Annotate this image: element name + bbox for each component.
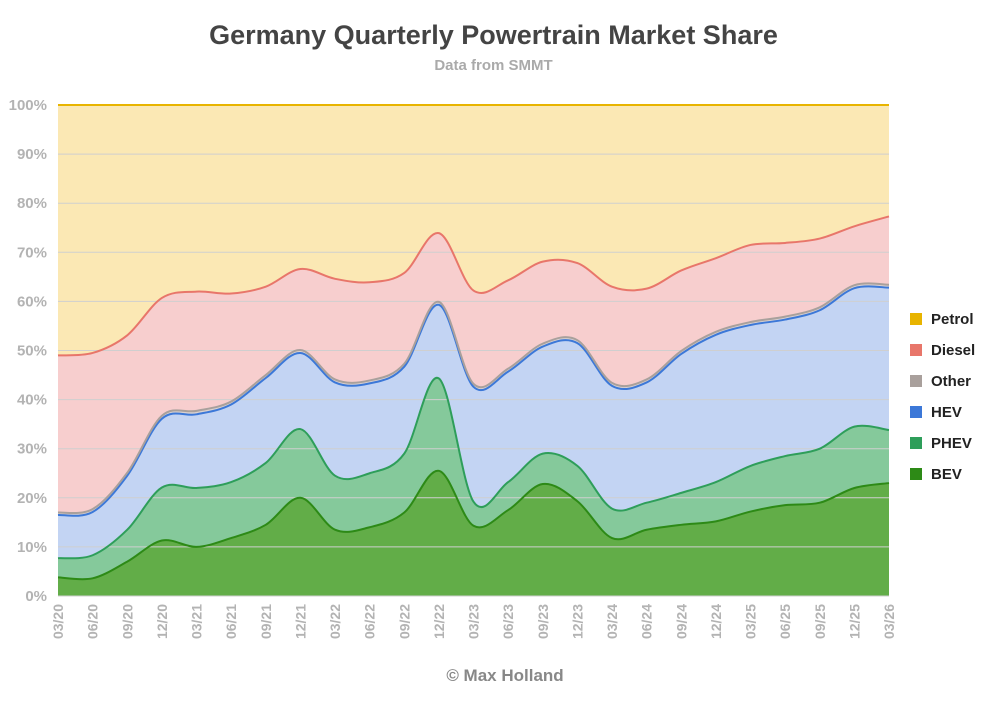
line-phev <box>57 377 890 560</box>
x-tick-label: 06/20 <box>85 604 101 639</box>
x-tick-label: 09/23 <box>535 604 551 639</box>
y-tick-label: 0% <box>25 588 47 605</box>
legend-item-petrol[interactable]: Petrol <box>910 311 974 328</box>
y-tick-label: 90% <box>17 146 47 163</box>
y-tick-label: 10% <box>17 539 47 556</box>
legend[interactable]: Petrol Diesel Other HEV PHEV BEV <box>910 311 975 483</box>
y-tick-label: 80% <box>17 195 47 212</box>
legend-item-hev[interactable]: HEV <box>910 404 962 421</box>
x-tick-label: 03/23 <box>466 604 482 639</box>
area-diesel <box>58 216 889 514</box>
x-tick-label: 09/22 <box>396 604 412 639</box>
y-axis: 0% 10% 20% 30% 40% 50% 60% 70% 80% 90% 100% <box>9 97 47 605</box>
y-tick-label: 70% <box>17 244 47 261</box>
legend-label: BEV <box>931 466 962 483</box>
y-tick-label: 100% <box>9 97 47 114</box>
legend-item-other[interactable]: Other <box>910 373 971 390</box>
legend-item-diesel[interactable]: Diesel <box>910 342 975 359</box>
area-petrol <box>58 105 889 356</box>
x-tick-label: 09/20 <box>119 604 135 639</box>
x-tick-label: 03/24 <box>604 604 620 639</box>
x-tick-label: 12/20 <box>154 604 170 639</box>
x-tick-label: 09/21 <box>258 604 274 639</box>
chart-subtitle: Data from SMMT <box>434 57 553 74</box>
x-tick-label: 06/22 <box>362 604 378 639</box>
x-tick-label: 03/20 <box>50 604 66 639</box>
x-tick-label: 12/24 <box>708 604 724 639</box>
legend-swatch <box>910 313 922 325</box>
line-hev <box>57 285 890 517</box>
x-axis: 03/20 06/20 09/20 12/20 03/21 06/21 09/21 12/21… <box>50 604 897 639</box>
legend-label: HEV <box>931 404 962 421</box>
legend-swatch <box>910 437 922 449</box>
line-diesel <box>57 215 890 357</box>
x-tick-label: 12/21 <box>292 604 308 639</box>
line-bev <box>57 469 890 581</box>
legend-label: Other <box>931 373 971 390</box>
legend-item-phev[interactable]: PHEV <box>910 435 972 452</box>
chart-title: Germany Quarterly Powertrain Market Shar… <box>209 20 778 50</box>
x-tick-label: 12/22 <box>431 604 447 639</box>
x-tick-label: 09/25 <box>812 604 828 639</box>
legend-swatch <box>910 375 922 387</box>
x-tick-label: 06/21 <box>223 604 239 639</box>
x-tick-label: 03/21 <box>189 604 205 639</box>
x-tick-label: 03/22 <box>327 604 343 639</box>
y-tick-label: 30% <box>17 441 47 458</box>
x-tick-label: 06/23 <box>500 604 516 639</box>
legend-swatch <box>910 406 922 418</box>
series-lines <box>57 104 890 597</box>
y-tick-label: 20% <box>17 490 47 507</box>
legend-swatch <box>910 344 922 356</box>
x-tick-label: 03/25 <box>743 604 759 639</box>
legend-item-bev[interactable]: BEV <box>910 466 962 483</box>
legend-swatch <box>910 468 922 480</box>
x-tick-label: 12/23 <box>569 604 585 639</box>
legend-label: PHEV <box>931 435 972 452</box>
x-tick-label: 12/25 <box>846 604 862 639</box>
area-bev <box>58 470 889 596</box>
y-tick-label: 60% <box>17 293 47 310</box>
credit-text: © Max Holland <box>446 666 564 685</box>
y-tick-label: 50% <box>17 343 47 360</box>
x-tick-label: 06/25 <box>777 604 793 639</box>
x-tick-label: 09/24 <box>673 604 689 639</box>
x-tick-label: 03/26 <box>881 604 897 639</box>
legend-label: Diesel <box>931 342 975 359</box>
legend-label: Petrol <box>931 311 974 328</box>
y-tick-label: 40% <box>17 392 47 409</box>
line-other <box>57 282 890 515</box>
x-tick-label: 06/24 <box>639 604 655 639</box>
